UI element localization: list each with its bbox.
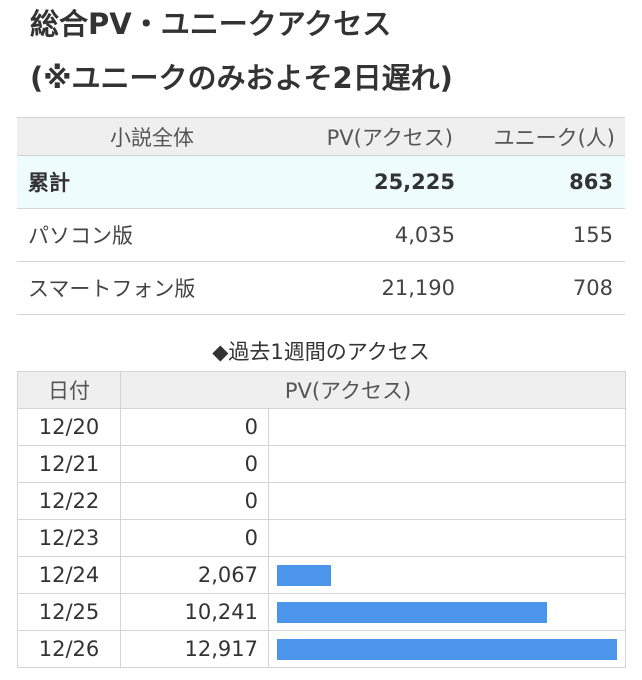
pv-bar-track [277,638,617,660]
pv-bar-track [277,454,617,475]
pv-bar-track [277,601,617,623]
weekly-row-bar-cell [268,593,626,631]
summary-table: 小説全体 PV(アクセス) ユニーク(人) 累計 25,225 863 パソコン… [17,117,625,315]
summary-row-pv: 21,190 [287,261,467,315]
weekly-row-bar-cell [268,630,626,668]
pv-bar-track [277,417,617,438]
summary-row-label: 累計 [17,155,287,209]
weekly-row-bar-cell [268,519,626,557]
summary-row-total: 累計 25,225 863 [17,155,625,209]
pv-bar-track [277,491,617,512]
weekly-row-pv: 2,067 [120,556,269,594]
summary-header-row: 小説全体 PV(アクセス) ユニーク(人) [17,117,625,156]
weekly-row: 12/23 0 [17,519,626,557]
page-subtitle: (※ユニークのみおよそ2日遅れ) [30,61,453,95]
weekly-row-bar-cell [268,445,626,483]
summary-row-unique: 708 [467,261,625,315]
summary-row-unique: 155 [467,208,625,262]
weekly-row: 12/20 0 [17,408,626,446]
weekly-access-title: ◆過去1週間のアクセス [212,340,430,364]
summary-row-pv: 25,225 [287,155,467,209]
summary-row-label: スマートフォン版 [17,261,287,315]
weekly-row-bar-cell [268,408,626,446]
weekly-row-pv: 12,917 [120,630,269,668]
pv-bar-track [277,528,617,549]
weekly-row-pv: 10,241 [120,593,269,631]
weekly-row: 12/21 0 [17,445,626,483]
summary-row-pc: パソコン版 4,035 155 [17,208,625,262]
summary-row-label: パソコン版 [17,208,287,262]
weekly-row-bar-cell [268,482,626,520]
weekly-row-pv: 0 [120,408,269,446]
weekly-header-date: 日付 [17,371,121,409]
pv-bar [277,564,332,586]
weekly-row-date: 12/21 [17,445,121,483]
weekly-row-date: 12/20 [17,408,121,446]
summary-header-novel: 小説全体 [17,117,287,156]
weekly-row-pv: 0 [120,482,269,520]
weekly-row-date: 12/24 [17,556,121,594]
weekly-row-pv: 0 [120,445,269,483]
weekly-row: 12/26 12,917 [17,630,626,668]
weekly-row: 12/24 2,067 [17,556,626,594]
weekly-access-table: 日付 PV(アクセス) 12/20 0 12/21 0 12/22 0 12/23 0 12/2… [17,371,626,668]
weekly-row-date: 12/22 [17,482,121,520]
summary-row-smartphone: スマートフォン版 21,190 708 [17,261,625,315]
summary-row-pv: 4,035 [287,208,467,262]
weekly-row-bar-cell [268,556,626,594]
weekly-row: 12/22 0 [17,482,626,520]
weekly-row-pv: 0 [120,519,269,557]
summary-header-pv: PV(アクセス) [287,117,467,156]
weekly-header-pv: PV(アクセス) [120,371,626,409]
page-title: 総合PV・ユニークアクセス [30,7,392,41]
pv-bar [277,601,547,623]
weekly-header-row: 日付 PV(アクセス) [17,371,626,409]
summary-header-unique: ユニーク(人) [467,117,625,156]
pv-bar-track [277,564,617,586]
summary-row-unique: 863 [467,155,625,209]
pv-bar [277,638,617,660]
weekly-row: 12/25 10,241 [17,593,626,631]
weekly-row-date: 12/26 [17,630,121,668]
weekly-row-date: 12/25 [17,593,121,631]
weekly-row-date: 12/23 [17,519,121,557]
